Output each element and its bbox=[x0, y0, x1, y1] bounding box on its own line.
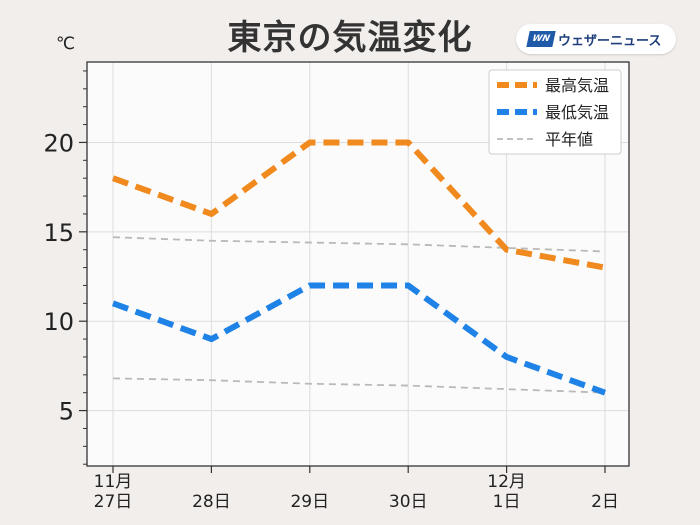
y-tick-label: 15 bbox=[43, 219, 74, 247]
series-line-1 bbox=[111, 139, 606, 271]
series-line-3 bbox=[112, 236, 606, 253]
plot-frame bbox=[86, 61, 630, 467]
series-line-4 bbox=[112, 377, 606, 394]
y-tick-label: 20 bbox=[43, 129, 74, 157]
legend-label: 最高気温 bbox=[545, 76, 609, 95]
legend-label: 平年値 bbox=[545, 130, 593, 149]
x-tick-label: 29日 bbox=[290, 492, 329, 512]
x-tick-label: 1日 bbox=[493, 492, 521, 512]
y-axis-unit-label: ℃ bbox=[56, 34, 76, 54]
x-tick-label: 30日 bbox=[389, 492, 428, 512]
chart-title: 東京の気温変化 bbox=[227, 18, 473, 58]
legend-box bbox=[488, 69, 622, 155]
brand-name: ウェザーニュース bbox=[558, 34, 662, 49]
x-tick-label: 11月 bbox=[94, 472, 133, 492]
x-tick-label: 12月 bbox=[487, 472, 526, 492]
brand-badge: WN ウェザーニュース bbox=[516, 24, 676, 54]
x-tick-label: 2日 bbox=[591, 492, 619, 512]
y-tick-label: 10 bbox=[43, 308, 74, 336]
x-tick-label: 27日 bbox=[94, 492, 133, 512]
x-tick-label: 28日 bbox=[192, 492, 231, 512]
y-tick-label: 5 bbox=[59, 398, 74, 426]
series-line-2 bbox=[111, 282, 607, 396]
legend-label: 最低気温 bbox=[545, 103, 609, 122]
